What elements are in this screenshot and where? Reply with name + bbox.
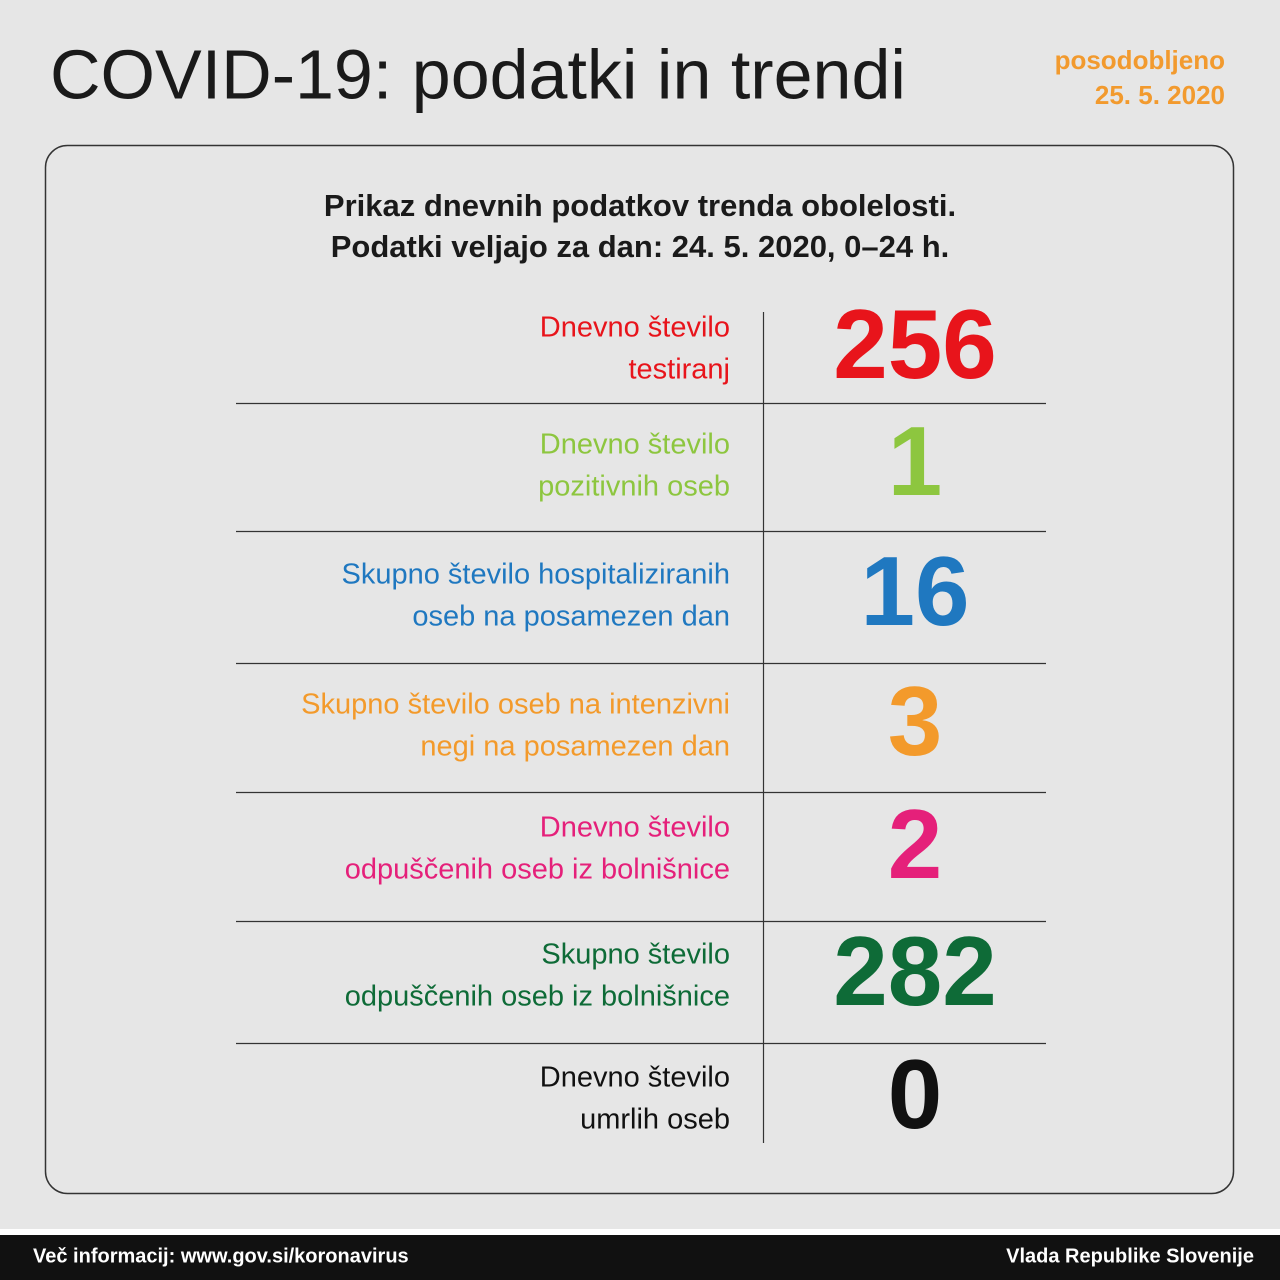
updated-label: posodobljeno (1055, 45, 1225, 75)
row-label: Dnevno število (540, 812, 730, 844)
footer-link: Več informacij: www.gov.si/koronavirus (33, 1245, 409, 1267)
row-label: odpuščenih oseb iz bolnišnice (345, 854, 730, 886)
row-label: Dnevno število (540, 1062, 730, 1094)
row-value: 0 (888, 1039, 943, 1149)
row-label: Skupno število (541, 939, 730, 971)
row-value: 16 (860, 536, 969, 646)
row-value: 2 (888, 789, 943, 899)
row-value: 282 (833, 916, 997, 1026)
footer-org: Vlada Republike Slovenije (1006, 1245, 1254, 1267)
title: COVID-19: podatki in trendi (50, 35, 906, 113)
subtitle: Podatki veljajo za dan: 24. 5. 2020, 0–2… (331, 229, 950, 264)
row-label: pozitivnih oseb (538, 471, 730, 503)
row-label: Skupno število hospitaliziranih (342, 559, 731, 591)
updated-date: 25. 5. 2020 (1095, 80, 1225, 110)
row-label: oseb na posamezen dan (412, 601, 730, 633)
row-value: 256 (833, 289, 997, 399)
row-label: Dnevno število (540, 312, 730, 344)
subtitle: Prikaz dnevnih podatkov trenda obolelost… (324, 188, 956, 223)
row-label: Skupno število oseb na intenzivni (301, 689, 730, 721)
row-label: testiranj (628, 354, 730, 386)
row-label: odpuščenih oseb iz bolnišnice (345, 981, 730, 1013)
row-label: Dnevno število (540, 429, 730, 461)
panel (44, 144, 1235, 1195)
row-value: 1 (888, 406, 943, 516)
footer-stripe (0, 1229, 1280, 1235)
row-value: 3 (888, 666, 943, 776)
footer-bar (0, 1235, 1280, 1280)
row-label: negi na posamezen dan (420, 731, 730, 763)
row-label: umrlih oseb (580, 1104, 730, 1136)
